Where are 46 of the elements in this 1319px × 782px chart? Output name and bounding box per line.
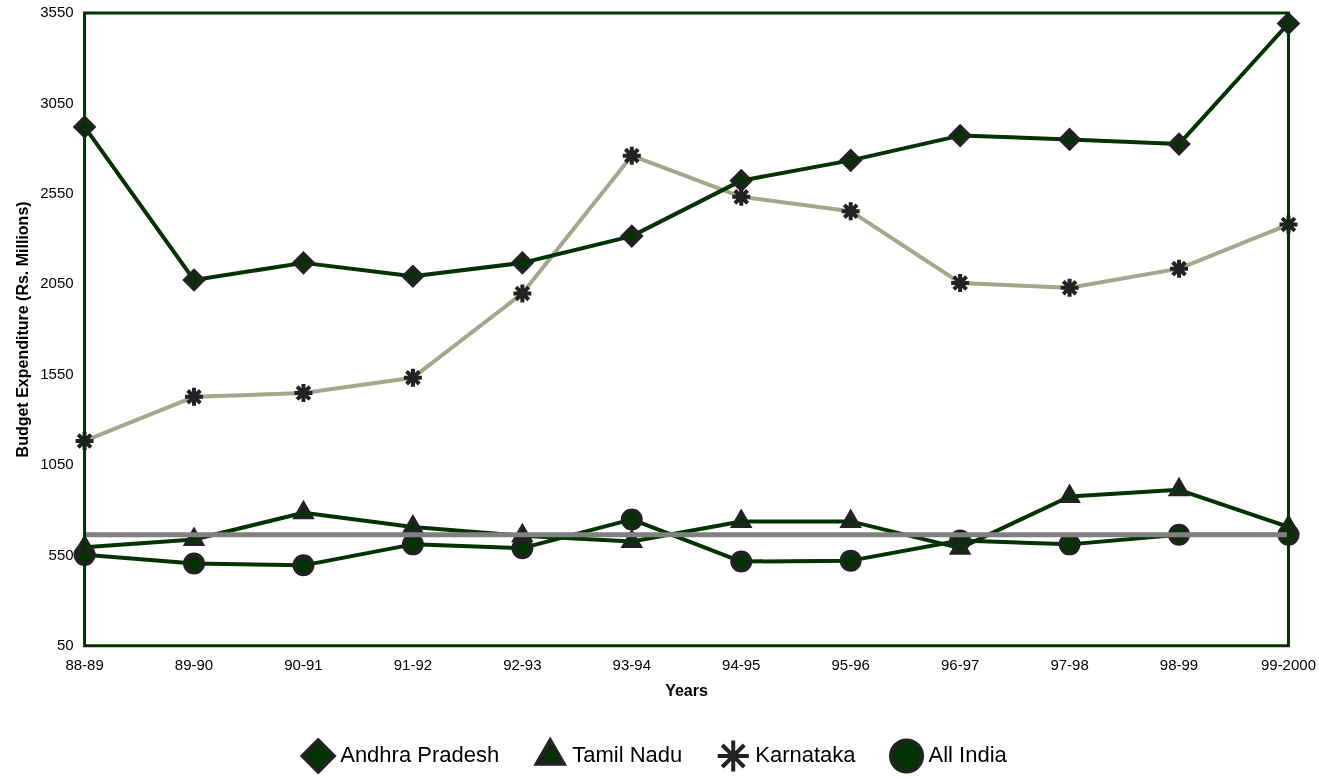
x-axis-title: Years <box>665 681 708 699</box>
x-tick-label: 98-99 <box>1159 655 1199 673</box>
x-tick-label: 95-96 <box>831 655 870 673</box>
x-tick-label: 92-93 <box>503 655 542 673</box>
point <box>731 510 752 528</box>
point <box>1058 128 1081 151</box>
point <box>839 549 862 572</box>
point <box>403 516 423 534</box>
legend-label: Andhra Pradesh <box>340 742 500 768</box>
y-tick-label: 1550 <box>40 364 74 382</box>
y-tick-label: 1050 <box>40 455 74 473</box>
point <box>620 508 643 531</box>
point <box>730 169 753 192</box>
point <box>401 265 424 288</box>
y-axis-title: Budget Expenditure (Rs. Millions) <box>14 201 32 458</box>
legend-label: Tamil Nadu <box>572 742 683 768</box>
x-tick-label: 97-98 <box>1050 655 1089 673</box>
x-tick-label: 88-89 <box>65 655 104 673</box>
y-tick-label: 3050 <box>40 93 74 111</box>
y-tick-label: 2050 <box>40 274 74 292</box>
y-tick-label: 2550 <box>40 183 74 201</box>
y-tick-label: 50 <box>56 635 74 653</box>
point <box>1059 485 1080 503</box>
point <box>620 225 643 248</box>
point <box>511 251 534 274</box>
point <box>183 552 206 575</box>
point <box>292 554 315 577</box>
x-tick-label: 96-97 <box>940 655 980 673</box>
x-tick-label: 89-90 <box>174 655 214 673</box>
y-tick-label: 3550 <box>40 3 74 21</box>
point <box>183 269 206 292</box>
x-tick-label: 90-91 <box>284 655 323 673</box>
x-tick-label: 93-94 <box>612 655 651 673</box>
x-tick-label: 91-92 <box>393 655 433 673</box>
point <box>949 124 972 147</box>
legend-label: Karnataka <box>755 742 857 768</box>
point <box>950 537 970 555</box>
x-tick-label: 99-2000 <box>1260 655 1317 673</box>
point <box>839 149 862 172</box>
point <box>292 251 315 274</box>
point <box>840 510 861 528</box>
point <box>730 550 753 573</box>
point <box>1168 133 1191 156</box>
x-tick-label: 94-95 <box>722 655 761 673</box>
legend-label: All India <box>928 742 1008 768</box>
y-tick-label: 550 <box>48 545 74 563</box>
